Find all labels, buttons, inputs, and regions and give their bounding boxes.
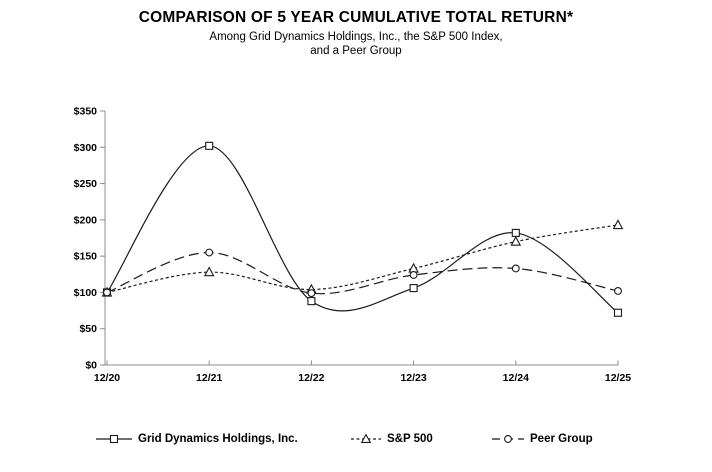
- series-line-grid-dynamics-holdings-inc: [106, 145, 619, 314]
- chart-legend: Grid Dynamics Holdings, Inc. S&P 500 Pee…: [0, 433, 712, 453]
- data-point-s-p-500-12-21: [203, 266, 215, 277]
- y-tick-label: $150: [74, 251, 98, 263]
- legend-glyph-solid-square: [96, 434, 132, 444]
- data-point-grid-dynamics-holdings-inc-12-21: [205, 141, 214, 150]
- data-point-grid-dynamics-holdings-inc-12-22: [307, 297, 316, 306]
- chart-title: COMPARISON OF 5 YEAR CUMULATIVE TOTAL RE…: [138, 9, 574, 26]
- x-tick-label: 12/25: [605, 372, 631, 384]
- data-point-s-p-500-12-24: [510, 235, 522, 246]
- data-point-peer-group-12-23: [409, 271, 418, 279]
- series-line-s-p-500: [106, 224, 619, 294]
- x-tick-label: 12/23: [400, 372, 426, 384]
- square-marker-icon: [109, 434, 119, 444]
- y-tick-label: $250: [74, 178, 98, 190]
- data-point-peer-group-12-22: [307, 289, 316, 298]
- chart-header: COMPARISON OF 5 YEAR CUMULATIVE TOTAL RE…: [0, 9, 712, 58]
- data-point-peer-group-12-24: [511, 264, 520, 273]
- y-tick-label: $50: [79, 323, 97, 335]
- chart-subtitle-line2: and a Peer Group: [310, 45, 402, 57]
- y-tick-label: $0: [85, 360, 97, 372]
- circle-marker-icon: [504, 435, 512, 443]
- y-tick-label: $300: [74, 142, 98, 154]
- legend-item-grid-dynamics: Grid Dynamics Holdings, Inc.: [96, 433, 298, 445]
- data-point-grid-dynamics-holdings-inc-12-24: [511, 228, 520, 237]
- legend-label-sp500: S&P 500: [387, 433, 433, 445]
- x-tick-label: 12/22: [298, 372, 324, 384]
- x-tick-label: 12/20: [94, 372, 120, 384]
- data-point-peer-group-12-20: [103, 288, 111, 297]
- data-point-grid-dynamics-holdings-inc-12-25: [613, 308, 623, 317]
- triangle-marker-icon: [360, 433, 372, 443]
- legend-glyph-dashed-circle: [492, 435, 524, 443]
- data-point-peer-group-12-25: [614, 287, 622, 295]
- y-tick-label: $100: [74, 287, 98, 299]
- legend-label-grid-dynamics: Grid Dynamics Holdings, Inc.: [138, 433, 298, 445]
- x-tick-label: 12/21: [196, 372, 222, 384]
- y-tick-label: $350: [74, 106, 98, 118]
- x-tick-label: 12/24: [503, 372, 529, 384]
- data-point-peer-group-12-21: [205, 248, 214, 257]
- chart-subtitle-line1: Among Grid Dynamics Holdings, Inc., the …: [209, 31, 503, 43]
- data-point-grid-dynamics-holdings-inc-12-23: [409, 284, 418, 293]
- legend-glyph-dotted-triangle: [351, 433, 381, 443]
- legend-item-peer-group: Peer Group: [492, 433, 593, 445]
- legend-item-sp500: S&P 500: [351, 433, 433, 445]
- series-line-peer-group: [106, 251, 619, 295]
- y-tick-label: $200: [74, 214, 98, 226]
- line-chart-plot: $0 $50 $100 $150 $200 $250 $300 $350 12/20 12/21 1…: [74, 106, 632, 385]
- legend-label-peer-group: Peer Group: [530, 433, 593, 445]
- data-point-s-p-500-12-25: [612, 219, 624, 230]
